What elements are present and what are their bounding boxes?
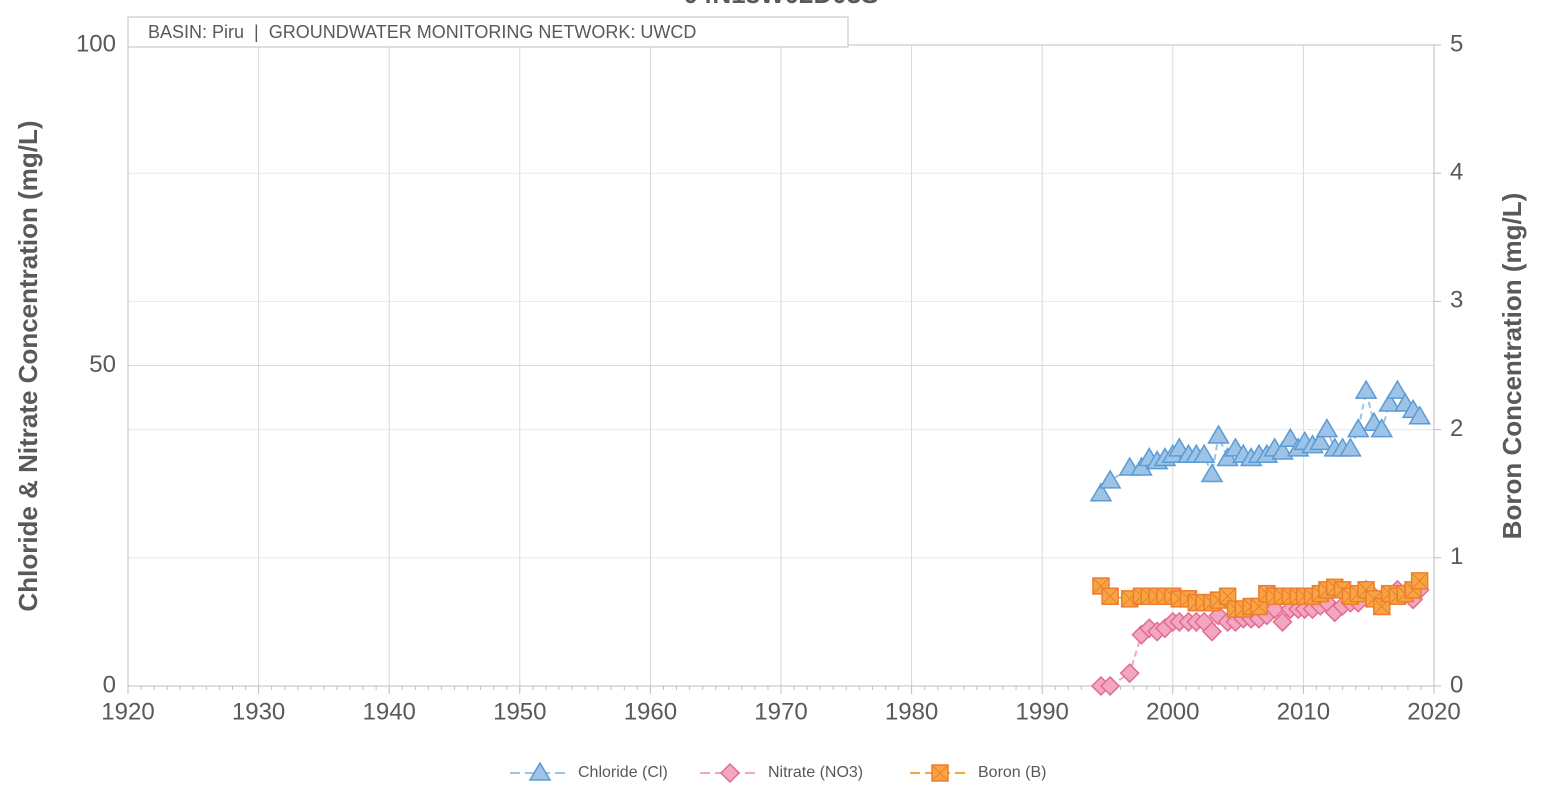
legend-marker — [931, 764, 949, 782]
x-tick-label: 1990 — [1016, 698, 1069, 725]
marker-shape — [1279, 427, 1302, 447]
data-point — [1130, 456, 1153, 476]
marker-shape — [1315, 418, 1339, 438]
data-point — [1192, 443, 1216, 463]
marker-shape — [1098, 469, 1122, 489]
marker-shape — [1207, 424, 1230, 444]
marker-shape — [1370, 418, 1394, 438]
legend-label: Nitrate (NO3) — [768, 764, 863, 781]
y2-tick-label: 2 — [1450, 415, 1463, 442]
x-tick-label: 1960 — [624, 698, 677, 725]
data-point — [1279, 427, 1302, 447]
marker-cross — [1101, 587, 1119, 605]
data-point — [1370, 418, 1394, 438]
marker-shape — [1119, 663, 1140, 684]
y2-tick-label: 3 — [1450, 287, 1463, 314]
x-tick-label: 1950 — [493, 698, 546, 725]
data-point — [1100, 675, 1121, 697]
annotation-box — [127, 16, 849, 48]
y-axis-label: Chloride & Nitrate Concentration (mg/L) — [13, 120, 43, 611]
x-tick-label: 1970 — [754, 698, 807, 725]
data-point — [1207, 424, 1230, 444]
data-point — [1309, 430, 1332, 451]
marker-shape — [1200, 462, 1224, 483]
marker-cross — [931, 764, 949, 782]
marker-shape — [1346, 418, 1370, 438]
marker-shape — [1271, 440, 1294, 460]
y2-tick-label: 5 — [1450, 30, 1463, 57]
marker-shape — [1192, 443, 1216, 463]
legend-marker — [719, 762, 741, 784]
legend-marker — [528, 761, 552, 781]
data-point — [1216, 446, 1239, 467]
legend-label: Chloride (Cl) — [578, 764, 668, 781]
y2-tick-label: 1 — [1450, 543, 1463, 570]
x-tick-label: 1920 — [101, 698, 154, 725]
data-point — [1200, 462, 1224, 483]
y-tick-label: 50 — [89, 351, 116, 378]
data-point — [1378, 392, 1401, 412]
data-point — [1315, 418, 1339, 438]
data-point — [1098, 469, 1122, 489]
x-tick-label: 1940 — [363, 698, 416, 725]
data-point — [1272, 611, 1293, 632]
x-tick-label: 2000 — [1146, 698, 1199, 725]
data-point — [1271, 440, 1294, 460]
marker-shape — [1272, 611, 1293, 632]
x-tick-label: 1980 — [885, 698, 938, 725]
y2-tick-label: 0 — [1450, 671, 1463, 698]
marker-shape — [1408, 405, 1431, 425]
data-point — [1354, 379, 1378, 399]
y-tick-label: 0 — [103, 671, 116, 698]
data-point — [1119, 663, 1140, 684]
data-point — [1339, 437, 1362, 457]
y2-tick-label: 4 — [1450, 159, 1463, 186]
y-tick-label: 100 — [76, 30, 116, 57]
marker-shape — [1201, 621, 1223, 642]
annotation: BASIN: Piru | GROUNDWATER MONITORING NET… — [148, 22, 696, 42]
marker-shape — [1339, 437, 1362, 457]
data-point — [1410, 572, 1429, 590]
marker-cross — [1411, 572, 1428, 590]
data-point — [1101, 587, 1119, 606]
data-point — [1346, 418, 1370, 438]
x-tick-label: 1930 — [232, 698, 285, 725]
marker-shape — [1130, 456, 1153, 476]
data-point — [1386, 379, 1409, 399]
marker-shape — [1378, 392, 1401, 412]
legend-label: Boron (B) — [978, 764, 1046, 781]
chart-title: 04N18W02D03S — [683, 0, 878, 9]
marker-shape — [1089, 482, 1113, 502]
x-tick-label: 2020 — [1407, 698, 1460, 725]
marker-shape — [1216, 446, 1239, 467]
marker-shape — [528, 761, 552, 781]
marker-shape — [1100, 675, 1121, 697]
series-line — [1100, 389, 1421, 495]
data-point — [1408, 405, 1431, 425]
x-tick-label: 2010 — [1277, 698, 1330, 725]
marker-shape — [1309, 430, 1332, 451]
marker-shape — [719, 762, 741, 784]
marker-shape — [1386, 379, 1409, 399]
marker-shape — [1354, 379, 1378, 399]
data-point — [1089, 482, 1113, 502]
y2-axis-label: Boron Concentration (mg/L) — [1497, 193, 1527, 540]
data-point — [1201, 621, 1223, 642]
